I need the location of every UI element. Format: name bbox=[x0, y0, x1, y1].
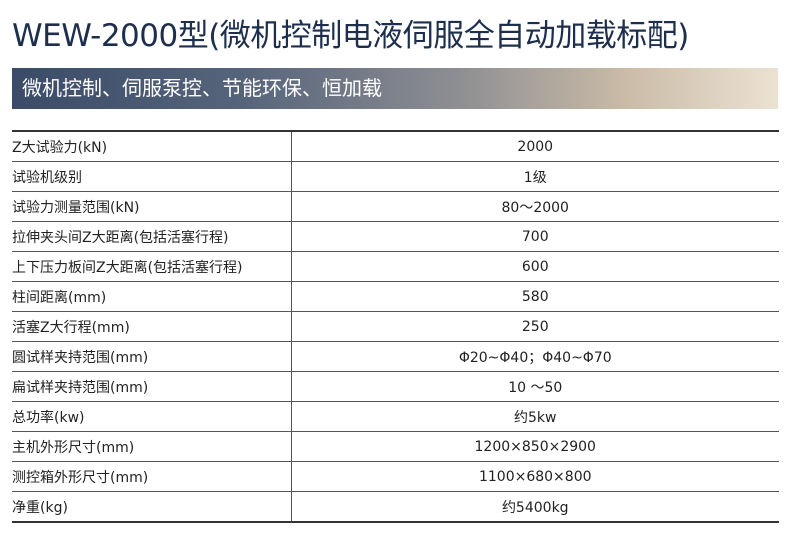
row-label: 柱间距离(mm) bbox=[12, 281, 292, 312]
row-label: 上下压力板间Z大距离(包括活塞行程) bbox=[12, 251, 292, 282]
feature-banner-text: 微机控制、伺服泵控、节能环保、恒加载 bbox=[22, 76, 382, 100]
row-label: 主机外形尺寸(mm) bbox=[12, 431, 292, 462]
row-value: Φ20~Φ40；Φ40~Φ70 bbox=[291, 341, 779, 372]
table-row: 总功率(kw) 约5kw bbox=[12, 401, 779, 432]
feature-banner: 微机控制、伺服泵控、节能环保、恒加载 bbox=[12, 68, 778, 109]
row-value: 10 ～50 bbox=[291, 371, 779, 402]
table-row: 拉伸夹头间Z大距离(包括活塞行程) 700 bbox=[12, 221, 779, 252]
table-row: 扁试样夹持范围(mm) 10 ～50 bbox=[12, 371, 779, 402]
row-value: 1200×850×2900 bbox=[291, 431, 779, 462]
row-value: 约5kw bbox=[291, 401, 779, 432]
row-label: 总功率(kw) bbox=[12, 401, 292, 432]
row-value: 2000 bbox=[291, 130, 779, 162]
table-row: 活塞Z大行程(mm) 250 bbox=[12, 311, 779, 342]
row-label: 扁试样夹持范围(mm) bbox=[12, 371, 292, 402]
row-label: Z大试验力(kN) bbox=[12, 130, 292, 162]
table-row: 试验力测量范围(kN) 80～2000 bbox=[12, 191, 779, 222]
row-value: 600 bbox=[291, 251, 779, 282]
row-value: 580 bbox=[291, 281, 779, 312]
row-label: 试验力测量范围(kN) bbox=[12, 191, 292, 222]
table-row: 主机外形尺寸(mm) 1200×850×2900 bbox=[12, 431, 779, 462]
table-row: Z大试验力(kN) 2000 bbox=[12, 130, 779, 162]
row-value: 700 bbox=[291, 221, 779, 252]
row-label: 试验机级别 bbox=[12, 161, 292, 192]
table-row: 测控箱外形尺寸(mm) 1100×680×800 bbox=[12, 461, 779, 492]
row-value: 1级 bbox=[291, 161, 779, 192]
page-title: WEW-2000型(微机控制电液伺服全自动加载标配) bbox=[12, 18, 689, 54]
table-row: 上下压力板间Z大距离(包括活塞行程) 600 bbox=[12, 251, 779, 282]
table-row: 净重(kg) 约5400kg bbox=[12, 491, 779, 523]
row-label: 活塞Z大行程(mm) bbox=[12, 311, 292, 342]
row-label: 拉伸夹头间Z大距离(包括活塞行程) bbox=[12, 221, 292, 252]
specs-table: Z大试验力(kN) 2000 试验机级别 1级 试验力测量范围(kN) 80～2… bbox=[12, 130, 779, 523]
row-label: 净重(kg) bbox=[12, 491, 292, 523]
row-label: 圆试样夹持范围(mm) bbox=[12, 341, 292, 372]
row-value: 约5400kg bbox=[291, 491, 779, 523]
row-value: 1100×680×800 bbox=[291, 461, 779, 492]
table-row: 圆试样夹持范围(mm) Φ20~Φ40；Φ40~Φ70 bbox=[12, 341, 779, 372]
table-row: 柱间距离(mm) 580 bbox=[12, 281, 779, 312]
row-label: 测控箱外形尺寸(mm) bbox=[12, 461, 292, 492]
row-value: 80～2000 bbox=[291, 191, 779, 222]
row-value: 250 bbox=[291, 311, 779, 342]
table-row: 试验机级别 1级 bbox=[12, 161, 779, 192]
